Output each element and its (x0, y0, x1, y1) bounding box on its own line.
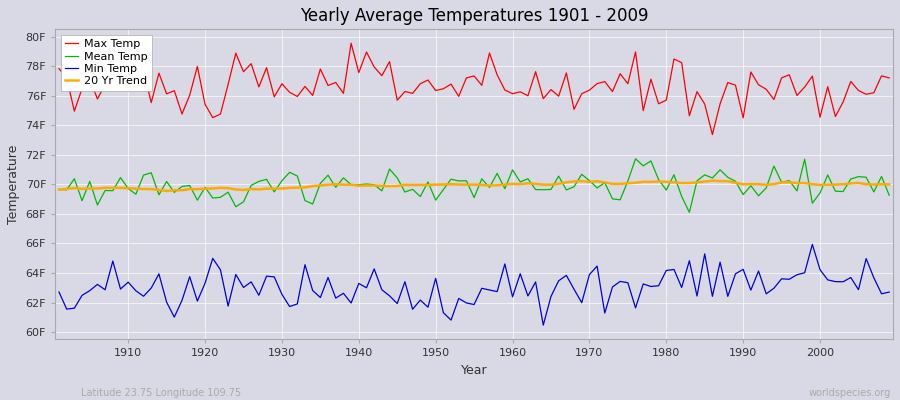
20 Yr Trend (54, 187, 65, 192)
Line: 20 Yr Trend: 20 Yr Trend (59, 181, 889, 191)
Max Temp (707, 132, 718, 137)
Max Temp (115, 86, 126, 91)
Min Temp (608, 284, 618, 289)
Min Temp (507, 294, 517, 299)
X-axis label: Year: Year (461, 364, 488, 377)
Line: Min Temp: Min Temp (59, 244, 889, 325)
Max Temp (54, 66, 65, 71)
20 Yr Trend (884, 182, 895, 187)
Max Temp (515, 89, 526, 94)
20 Yr Trend (338, 182, 349, 187)
Mean Temp (507, 168, 517, 172)
Mean Temp (500, 186, 510, 191)
Max Temp (608, 89, 618, 94)
Line: Mean Temp: Mean Temp (59, 159, 889, 212)
Mean Temp (630, 156, 641, 161)
Mean Temp (115, 175, 126, 180)
Max Temp (884, 76, 895, 80)
Min Temp (284, 304, 295, 309)
Title: Yearly Average Temperatures 1901 - 2009: Yearly Average Temperatures 1901 - 2009 (300, 7, 648, 25)
Min Temp (807, 242, 818, 247)
Mean Temp (599, 180, 610, 185)
20 Yr Trend (161, 188, 172, 193)
Min Temp (500, 262, 510, 266)
Max Temp (284, 90, 295, 95)
Max Temp (346, 41, 356, 46)
20 Yr Trend (515, 182, 526, 186)
20 Yr Trend (115, 186, 126, 190)
Mean Temp (884, 193, 895, 198)
Mean Temp (684, 210, 695, 215)
20 Yr Trend (707, 178, 718, 183)
Mean Temp (284, 170, 295, 175)
Y-axis label: Temperature: Temperature (7, 145, 20, 224)
Min Temp (54, 290, 65, 294)
Legend: Max Temp, Mean Temp, Min Temp, 20 Yr Trend: Max Temp, Mean Temp, Min Temp, 20 Yr Tre… (60, 35, 152, 91)
Mean Temp (54, 187, 65, 192)
Max Temp (507, 91, 517, 96)
Text: Latitude 23.75 Longitude 109.75: Latitude 23.75 Longitude 109.75 (81, 388, 241, 398)
Line: Max Temp: Max Temp (59, 43, 889, 135)
Min Temp (330, 296, 341, 300)
20 Yr Trend (507, 182, 517, 186)
20 Yr Trend (292, 185, 302, 190)
Text: worldspecies.org: worldspecies.org (809, 388, 891, 398)
Min Temp (115, 287, 126, 292)
Mean Temp (330, 185, 341, 190)
Min Temp (538, 323, 549, 328)
20 Yr Trend (608, 182, 618, 186)
Max Temp (330, 80, 341, 85)
Min Temp (884, 290, 895, 294)
